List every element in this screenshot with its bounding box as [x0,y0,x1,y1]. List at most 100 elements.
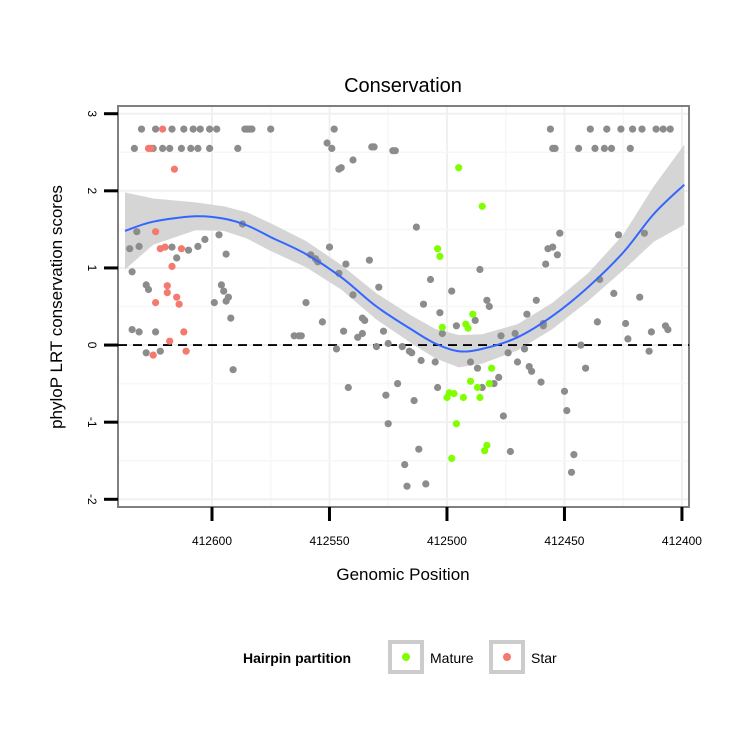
legend-marker-star [503,653,511,661]
data-point-star [161,243,169,251]
x-tick-label: 412550 [309,534,349,548]
data-point-other [438,329,446,338]
y-axis-title: phyloP LRT conservation scores [47,185,66,429]
data-point-star [177,245,185,253]
data-point-other [142,349,150,357]
data-point-other [328,144,336,152]
data-point-other [213,125,221,133]
data-point-star [170,165,178,173]
data-point-other [549,243,557,251]
data-point-other [483,296,491,304]
data-point-mature [459,393,467,402]
data-point-other [617,125,625,133]
data-point-other [196,125,204,133]
data-point-other [144,285,153,294]
data-point-other [542,260,550,268]
data-point-other [410,397,418,405]
data-point-other [168,243,176,251]
data-point-other [551,144,559,152]
data-point-other [342,260,350,268]
data-point-star [182,347,190,355]
data-point-other [504,349,512,357]
data-point-other [184,246,193,254]
x-tick-label: 412450 [544,534,584,548]
data-point-other [130,144,138,152]
data-point-mature [448,454,456,462]
data-point-other [173,254,181,262]
data-point-other [563,407,571,415]
data-point-other [220,287,228,295]
y-tick-label: 0 [85,342,99,349]
data-point-star [180,328,188,336]
data-point-star [159,125,167,133]
data-point-other [593,318,602,326]
data-point-other [217,281,225,289]
data-point-other [323,139,331,147]
data-point-other [614,231,623,239]
data-point-other [210,299,218,307]
data-point-other [222,250,230,258]
data-point-other [567,468,576,476]
data-point-mature [438,323,446,331]
data-point-mature [434,245,442,253]
data-point-other [229,366,237,374]
data-point-other [645,347,653,355]
data-point-other [302,299,310,307]
data-point-other [133,228,141,236]
data-point-other [325,243,334,251]
data-point-other [636,293,644,301]
data-point-other [647,328,656,336]
data-point-other [137,125,146,133]
data-point-other [497,332,505,340]
data-point-other [629,125,637,133]
data-point-mature [450,390,458,398]
data-point-other [166,144,174,152]
data-point-mature [481,447,489,455]
data-point-other [436,309,444,317]
data-point-other [361,316,369,324]
data-point-other [419,300,428,308]
data-point-star [173,293,181,301]
data-point-other [431,358,439,366]
data-point-other [337,164,345,172]
data-point-other [499,412,507,420]
legend-item-mature: Mature [388,640,474,674]
data-point-other [194,144,202,152]
data-point-mature [466,377,475,385]
data-point-other [135,328,143,336]
data-point-mature [455,164,463,172]
data-point-mature [485,380,493,388]
data-point-other [412,223,420,231]
legend-item-star: Star [489,640,557,674]
data-point-mature [473,383,482,392]
data-point-other [349,156,357,164]
data-point-other [332,345,341,353]
data-point-other [603,125,611,133]
data-point-other [201,235,209,243]
data-point-other [408,349,416,357]
data-point-other [248,125,256,133]
data-point-other [379,327,388,335]
y-tick-label: 1 [85,265,99,272]
data-point-other [622,319,630,328]
y-tick-label: 3 [85,110,99,117]
data-point-other [318,318,326,326]
data-point-other [330,125,338,133]
data-point-other [415,445,423,453]
data-point-other [358,329,366,338]
data-point-other [466,358,475,366]
data-point-mature [478,202,486,210]
x-axis-title: Genomic Position [336,565,469,584]
data-point-other [128,326,136,334]
data-point-other [297,332,305,340]
x-tick-label: 412500 [427,534,467,548]
data-point-other [206,125,214,133]
data-point-other [476,265,484,274]
data-point-other [189,125,197,133]
chart-title: Conservation [344,75,462,97]
data-point-other [426,275,435,284]
data-point-other [664,326,672,334]
smooth-trend-line [124,183,685,353]
data-point-other [485,302,493,311]
data-point-other [401,461,409,469]
